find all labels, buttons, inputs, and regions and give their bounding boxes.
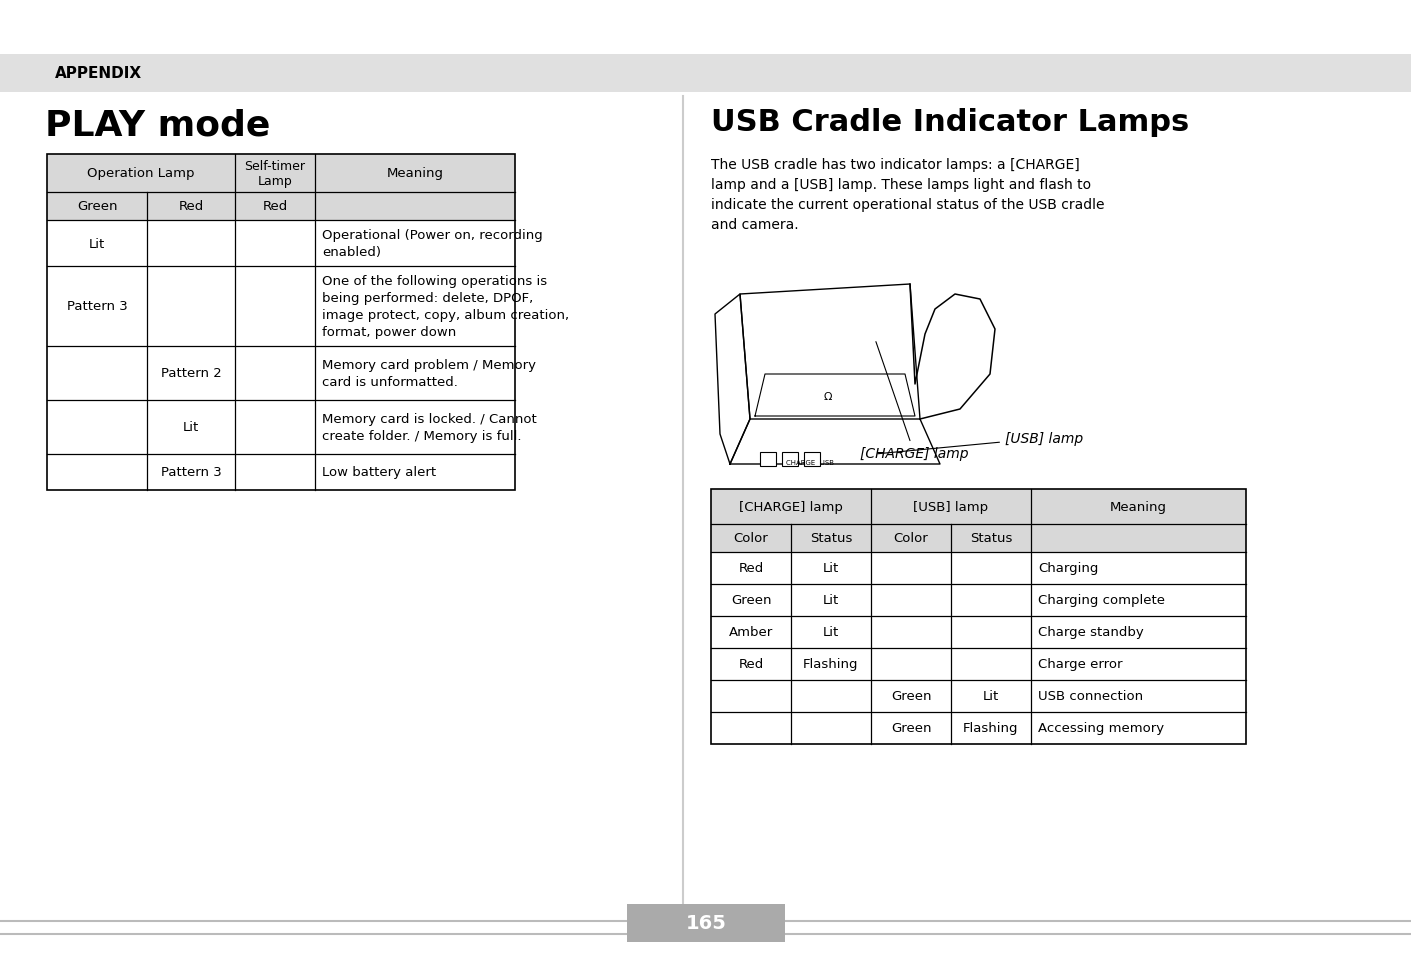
Text: Pattern 3: Pattern 3 — [66, 300, 127, 314]
Text: Pattern 3: Pattern 3 — [161, 466, 222, 479]
Text: Green: Green — [731, 594, 772, 607]
Bar — [782, 453, 799, 467]
Bar — [626, 904, 785, 942]
Text: Red: Red — [178, 200, 203, 213]
Text: Color: Color — [734, 532, 769, 545]
Text: Status: Status — [810, 532, 852, 545]
Bar — [0, 55, 1411, 92]
Text: Lit: Lit — [983, 690, 999, 702]
Text: [USB] lamp: [USB] lamp — [913, 500, 989, 514]
Text: Accessing memory: Accessing memory — [1038, 721, 1164, 735]
Text: Operational (Power on, recording
enabled): Operational (Power on, recording enabled… — [322, 229, 543, 258]
Text: USB Cradle Indicator Lamps: USB Cradle Indicator Lamps — [711, 108, 1189, 137]
Text: Amber: Amber — [729, 626, 773, 639]
Text: [CHARGE] lamp: [CHARGE] lamp — [739, 500, 842, 514]
Text: Lit: Lit — [823, 562, 840, 575]
Text: Meaning: Meaning — [387, 168, 443, 180]
Bar — [711, 524, 1031, 553]
Text: Flashing: Flashing — [803, 658, 859, 671]
Bar — [1031, 524, 1246, 553]
Text: Memory card problem / Memory
card is unformatted.: Memory card problem / Memory card is unf… — [322, 358, 536, 389]
Bar — [711, 490, 1246, 744]
Text: One of the following operations is
being performed: delete, DPOF,
image protect,: One of the following operations is being… — [322, 274, 569, 338]
Text: Memory card is locked. / Cannot
create folder. / Memory is full.: Memory card is locked. / Cannot create f… — [322, 413, 536, 442]
Text: Self-timer
Lamp: Self-timer Lamp — [244, 159, 306, 189]
Text: [CHARGE] lamp: [CHARGE] lamp — [859, 342, 968, 460]
Bar — [804, 453, 820, 467]
Bar — [47, 193, 515, 221]
Text: [USB] lamp: [USB] lamp — [878, 432, 1084, 455]
Text: Lit: Lit — [823, 626, 840, 639]
Text: Red: Red — [738, 562, 763, 575]
Text: Low battery alert: Low battery alert — [322, 466, 436, 479]
Text: Red: Red — [262, 200, 288, 213]
Text: Status: Status — [969, 532, 1012, 545]
Bar — [871, 490, 1031, 524]
Text: APPENDIX: APPENDIX — [55, 67, 143, 81]
Text: Charge error: Charge error — [1038, 658, 1123, 671]
Text: Ω: Ω — [824, 392, 832, 401]
Text: Lit: Lit — [89, 237, 106, 251]
Text: Charging complete: Charging complete — [1038, 594, 1165, 607]
Bar — [47, 154, 515, 193]
Text: Lit: Lit — [183, 421, 199, 434]
Text: USB connection: USB connection — [1038, 690, 1143, 702]
Text: PLAY mode: PLAY mode — [45, 108, 271, 142]
Text: Charge standby: Charge standby — [1038, 626, 1144, 639]
Text: Meaning: Meaning — [1110, 500, 1167, 514]
Text: Green: Green — [76, 200, 117, 213]
Bar — [711, 490, 871, 524]
Bar — [47, 154, 515, 491]
Text: The USB cradle has two indicator lamps: a [CHARGE]
lamp and a [USB] lamp. These : The USB cradle has two indicator lamps: … — [711, 158, 1105, 232]
Text: CHARGE  USB: CHARGE USB — [786, 459, 834, 465]
Text: Charging: Charging — [1038, 562, 1098, 575]
Text: Green: Green — [890, 690, 931, 702]
Bar — [761, 453, 776, 467]
Text: 165: 165 — [686, 914, 727, 933]
Text: Flashing: Flashing — [964, 721, 1019, 735]
Text: Color: Color — [893, 532, 928, 545]
Bar — [1031, 490, 1246, 524]
Text: Pattern 2: Pattern 2 — [161, 367, 222, 380]
Text: Red: Red — [738, 658, 763, 671]
Text: Operation Lamp: Operation Lamp — [87, 168, 195, 180]
Text: Lit: Lit — [823, 594, 840, 607]
Text: Green: Green — [890, 721, 931, 735]
